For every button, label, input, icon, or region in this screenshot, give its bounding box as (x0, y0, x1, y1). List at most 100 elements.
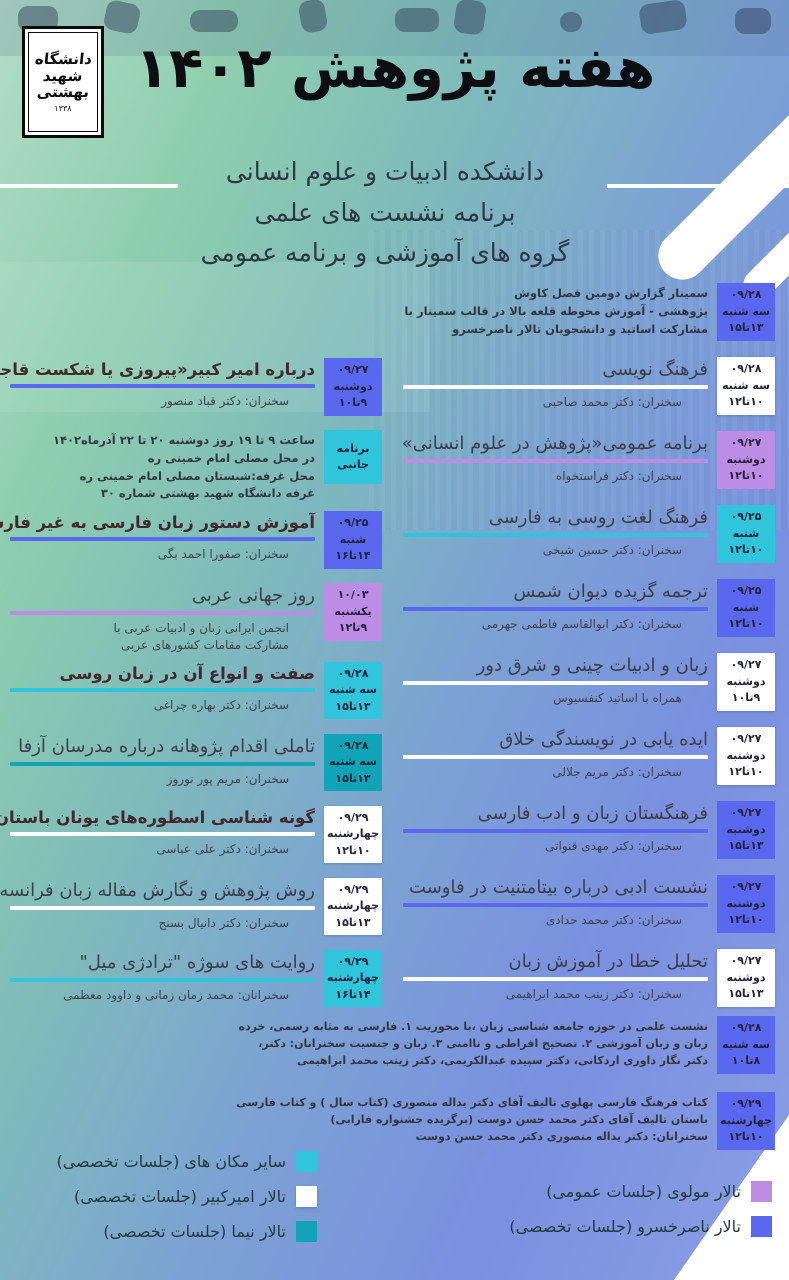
badge-date: ۱۰/۰۳ (337, 588, 369, 602)
badge-date: ۰۹/۲۸ (337, 666, 369, 680)
note-line: غرفه دانشگاه شهید بهشتی شماره ۳۰ (100, 486, 315, 501)
event-body: صفت و انواع آن در زبان روسی سخنران: دکتر … (10, 662, 315, 714)
event-card: ۰۹/۲۷ دوشنبه ۱۰تا۱۲ برنامه عمومی«پژوهش در ع… (401, 431, 775, 495)
legend-item: سایر مکان های (جلسات تخصصی) (56, 1150, 317, 1172)
event-title: آموزش دستور زبان فارسی به غیر فارسی زبان… (0, 513, 315, 533)
badge-date: ۰۹/۲۷ (730, 436, 762, 449)
badge-day: دوشنبه (726, 822, 766, 836)
date-badge: ۰۹/۲۷ دوشنبه ۱۰تا۱۲ (717, 727, 775, 785)
event-card: ۰۹/۲۹ چهارشنبه ۱۰تا۱۲ کتاب فرهنگ فارسی پهلو… (235, 1092, 775, 1150)
venue-color-bar (403, 755, 708, 759)
legend-group-specialized-halls: سایر مکان های (جلسات تخصصی) تالار امیرکبی… (56, 1150, 317, 1255)
venue-color-bar (403, 977, 708, 981)
venue-color-bar (403, 459, 708, 463)
event-body: ترجمه گزیده دیوان شمس سخنران: دکتر ابوالق… (403, 579, 708, 633)
badge-day: سه شنبه (329, 683, 377, 697)
event-card: ۰۹/۲۷ دوشنبه ۱۳تا۱۵ فرهنگستان زبان و ادب فا… (403, 801, 775, 865)
badge-day: سه شنبه (722, 304, 770, 318)
badge-date: ۰۹/۲۵ (337, 516, 369, 530)
date-badge: ۰۹/۲۹ چهارشنبه ۱۳تا۱۵ (324, 877, 382, 936)
date-badge: ۰۹/۲۹ چهارشنبه ۱۰تا۱۲ (717, 1092, 775, 1150)
logo-word: بهشتی (36, 83, 91, 102)
event-body: کتاب فرهنگ فارسی پهلوی تالیف آقای دکتر ی… (235, 1092, 708, 1145)
badge-time: ۱۰تا۱۲ (728, 469, 764, 482)
note-line: سخنرانان: دکتر یداله منصوری دکتر محمد حس… (415, 1130, 708, 1144)
badge-date: ۰۹/۲۸ (730, 362, 762, 375)
venue-color-bar (10, 687, 315, 692)
event-body: برنامه عمومی«پژوهش در علوم انسانی» سخنران… (401, 431, 708, 485)
event-body: نشست ادبی درباره بیتامتنیت در فاوست سخنرا… (403, 875, 708, 929)
badge-date: ۰۹/۲۷ (730, 658, 762, 671)
event-body: ایده یابی در نویسندگی خلاق سخنران: دکتر م… (403, 727, 708, 781)
badge-time: ۱۰تا۱۲ (728, 1130, 764, 1143)
subtitle-flank-line-right (607, 184, 789, 188)
legend-group-main-halls: تالار مولوی (جلسات عمومی) تالار ناصرخسرو … (509, 1180, 772, 1250)
badge-time: ۱۰تا۱۲ (335, 843, 371, 857)
badge-time: ۱۴تا۱۶ (335, 987, 371, 1001)
badge-day: دوشنبه (726, 452, 766, 466)
venue-color-bar (10, 537, 315, 542)
badge-time: ۱۰تا۱۲ (728, 617, 764, 630)
badge-day: دوشنبه (726, 970, 766, 984)
event-speaker: سخنران: دکتر قباد منصور (161, 394, 289, 408)
event-body: روایت های سوژه "ترادژی میل" سخنرانان: محم… (10, 950, 315, 1004)
event-speaker: همراه با اساتید کنفسیوس (553, 691, 682, 705)
event-card: ۰۹/۲۷ دوشنبه ۱۰تا۱۲ ایده یابی در نویسندگی خ… (403, 727, 775, 791)
date-badge: ۰۹/۲۹ چهارشنبه ۱۰تا۱۲ (324, 805, 382, 864)
venue-color-bar (403, 607, 708, 611)
event-body: تاملی اقدام پژوهانه درباره مدرسان آزفا سخ… (10, 734, 315, 788)
badge-time: ۱۳تا۱۵ (335, 915, 371, 929)
event-body: آموزش دستور زبان فارسی به غیر فارسی زبان… (0, 511, 315, 563)
event-title: برنامه عمومی«پژوهش در علوم انسانی» (401, 433, 708, 454)
badge-date: ۰۹/۲۸ (730, 288, 762, 301)
badge-day: دوشنبه (333, 379, 373, 393)
event-body: گونه شناسی اسطوره‌های یونان باستان سخنران… (0, 806, 315, 858)
date-badge: ۰۹/۲۸ سه شنبه ۸تا۱۰ (717, 1016, 775, 1074)
subtitle-block: دانشکده ادبیات و علوم انسانی برنامه نشست… (60, 152, 710, 274)
university-logo: دانشگاه شهید بهشتی ۱۳۳۸ (22, 26, 104, 138)
event-title: تحلیل خطا در آموزش زبان (508, 951, 708, 972)
event-speaker: سخنران: دکتر حسین شیخی (542, 543, 682, 557)
event-description: سمینار گزارش دومین فصل کاوش پژوهشی - آموز… (403, 285, 708, 338)
venue-color-bar (10, 761, 315, 766)
event-speaker: سخنران: دکتر محمد حدادی (545, 913, 682, 927)
legend-swatch-purple (751, 1180, 772, 1202)
badge-day: چهارشنبه (326, 827, 380, 841)
event-speaker: سخنران: صفورا احمد بگی (157, 547, 289, 562)
event-speaker: سخنران: دکتر بهاره چراغی (153, 697, 289, 712)
event-speaker: سخنران: مریم پور نوروز (166, 771, 289, 786)
event-speaker: سخنران: دکتر فراستخواه (555, 469, 682, 483)
event-title: درباره امیر کبیر«پیروزی یا شکست قاجاریه» (0, 360, 315, 379)
photo-silhouette (735, 8, 771, 34)
badge-time: ۹تا۱۰ (338, 396, 368, 409)
venue-color-bar (10, 384, 315, 388)
event-title: تاملی اقدام پژوهانه درباره مدرسان آزفا (18, 735, 315, 757)
date-badge: ۰۹/۲۷ دوشنبه ۱۳تا۱۵ (717, 949, 775, 1007)
event-speaker: سخنران: دکتر زینب محمد ابراهیمی (505, 987, 682, 1001)
event-body: ساعت ۹ تا ۱۹ روز دوشنبه ۲۰ تا ۲۲ آذرماه۱… (10, 430, 315, 503)
legend-label: تالار امیرکبیر (جلسات تخصصی) (74, 1186, 286, 1206)
badge-day: یکشنبه (334, 604, 372, 618)
event-speaker: سخنران: دکتر علی عباسی (156, 841, 289, 856)
note-line: در محل مصلی امام خمینی ره (147, 450, 315, 465)
event-description: نشست علمی در حوزه جامعه شناسی زبان ،با م… (235, 1018, 709, 1069)
event-card: برنامه جانبی ساعت ۹ تا ۱۹ روز دوشنبه ۲۰ تا… (10, 430, 382, 503)
badge-time: ۹تا۱۰ (731, 691, 761, 704)
date-badge: ۰۹/۲۷ دوشنبه ۱۰تا۱۲ (717, 431, 775, 489)
event-card: ۰۹/۲۵ شنبه ۱۴تا۱۶ آموزش دستور زبان فارسی به… (0, 511, 382, 575)
event-card: ۰۹/۲۹ چهارشنبه ۱۳تا۱۵ روش پژوهش و نگارش مقا… (0, 877, 382, 942)
note-line: نشست علمی در حوزه جامعه شناسی زبان ،با م… (238, 1020, 709, 1068)
event-title: ترجمه گزیده دیوان شمس (513, 581, 708, 602)
badge-time: ۱۴تا۱۶ (335, 549, 371, 563)
badge-day: دوشنبه (726, 674, 766, 688)
event-title: زبان و ادبیات چینی و شرق دور (476, 655, 708, 676)
legend-label: تالار مولوی (جلسات عمومی) (546, 1181, 741, 1201)
badge-day: دوشنبه (726, 896, 766, 910)
badge-date: ۰۹/۲۵ (730, 584, 762, 597)
event-title: روایت های سوژه "ترادژی میل" (79, 951, 315, 973)
venue-color-bar (10, 977, 315, 982)
badge-date: ۰۹/۲۹ (337, 810, 369, 824)
event-speaker: سخنرانان: محمد زمان زمانی و داوود معظمی (63, 987, 289, 1002)
photo-silhouette (560, 12, 582, 32)
date-badge: ۰۹/۲۸ سه شنبه ۱۰تا۱۲ (717, 357, 775, 415)
